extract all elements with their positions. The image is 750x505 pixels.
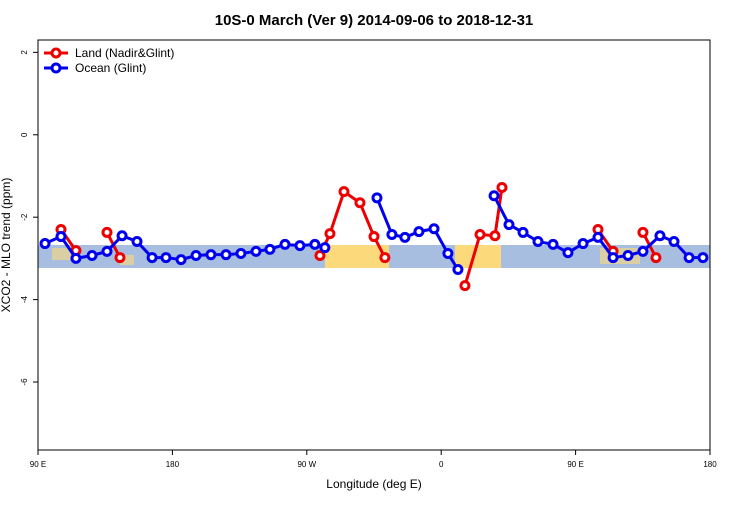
point (368, 231, 380, 243)
point (503, 219, 515, 231)
land-band (325, 245, 389, 268)
point (697, 252, 709, 264)
point (637, 226, 649, 238)
point (622, 250, 634, 262)
point (532, 235, 544, 247)
point (517, 226, 529, 238)
point (379, 252, 391, 264)
point (474, 228, 486, 240)
point (114, 252, 126, 264)
chart-title: 10S-0 March (Ver 9) 2014-09-06 to 2018-1… (215, 12, 534, 29)
x-tick-label: 90 W (297, 460, 316, 469)
point (428, 223, 440, 235)
point (294, 240, 306, 252)
x-tick-label: 90 E (567, 460, 583, 469)
point (70, 252, 82, 264)
point (264, 243, 276, 255)
point (39, 238, 51, 250)
point (607, 252, 619, 264)
point (654, 230, 666, 242)
point (175, 254, 187, 266)
point (577, 238, 589, 250)
point (205, 249, 217, 261)
point (338, 186, 350, 198)
land-band (52, 248, 74, 260)
point (399, 231, 411, 243)
legend-label: Land (Nadir&Glint) (75, 46, 174, 60)
y-tick-label: -4 (20, 295, 29, 303)
point (55, 231, 67, 243)
point (319, 242, 331, 254)
x-tick-label: 180 (703, 460, 717, 469)
point (86, 250, 98, 262)
point (592, 231, 604, 243)
point (442, 247, 454, 259)
x-tick-label: 180 (166, 460, 180, 469)
point (309, 238, 321, 250)
point (547, 238, 559, 250)
point (116, 230, 128, 242)
point (562, 247, 574, 259)
point (496, 182, 508, 194)
point (354, 197, 366, 209)
point (650, 252, 662, 264)
point (160, 252, 172, 264)
x-tick-label: 0 (439, 460, 444, 469)
legend-marker (50, 47, 62, 59)
point (452, 264, 464, 276)
point (314, 250, 326, 262)
point (235, 247, 247, 259)
point (146, 252, 158, 264)
point (190, 250, 202, 262)
point (101, 226, 113, 238)
legend-label: Ocean (Glint) (75, 61, 146, 75)
point (131, 235, 143, 247)
point (101, 245, 113, 257)
land-band (120, 255, 134, 265)
plot-frame (37, 39, 711, 451)
y-tick-label: 2 (20, 50, 29, 55)
point (220, 249, 232, 261)
point (637, 245, 649, 257)
point (668, 235, 680, 247)
point (459, 280, 471, 292)
point (371, 192, 383, 204)
x-axis-label: Longitude (deg E) (326, 477, 421, 491)
y-axis-label: XCO2 - MLO trend (ppm) (0, 178, 13, 313)
y-tick-label: -6 (20, 378, 29, 386)
point (279, 238, 291, 250)
y-tick-label: 0 (20, 132, 29, 137)
point (488, 190, 500, 202)
point (683, 252, 695, 264)
x-tick-label: 90 E (30, 460, 46, 469)
y-tick-label: -2 (20, 213, 29, 221)
point (386, 228, 398, 240)
point (324, 228, 336, 240)
point (413, 226, 425, 238)
point (489, 230, 501, 242)
land-band (455, 245, 501, 268)
legend-marker (50, 62, 62, 74)
map-strip (38, 245, 710, 268)
point (250, 245, 262, 257)
